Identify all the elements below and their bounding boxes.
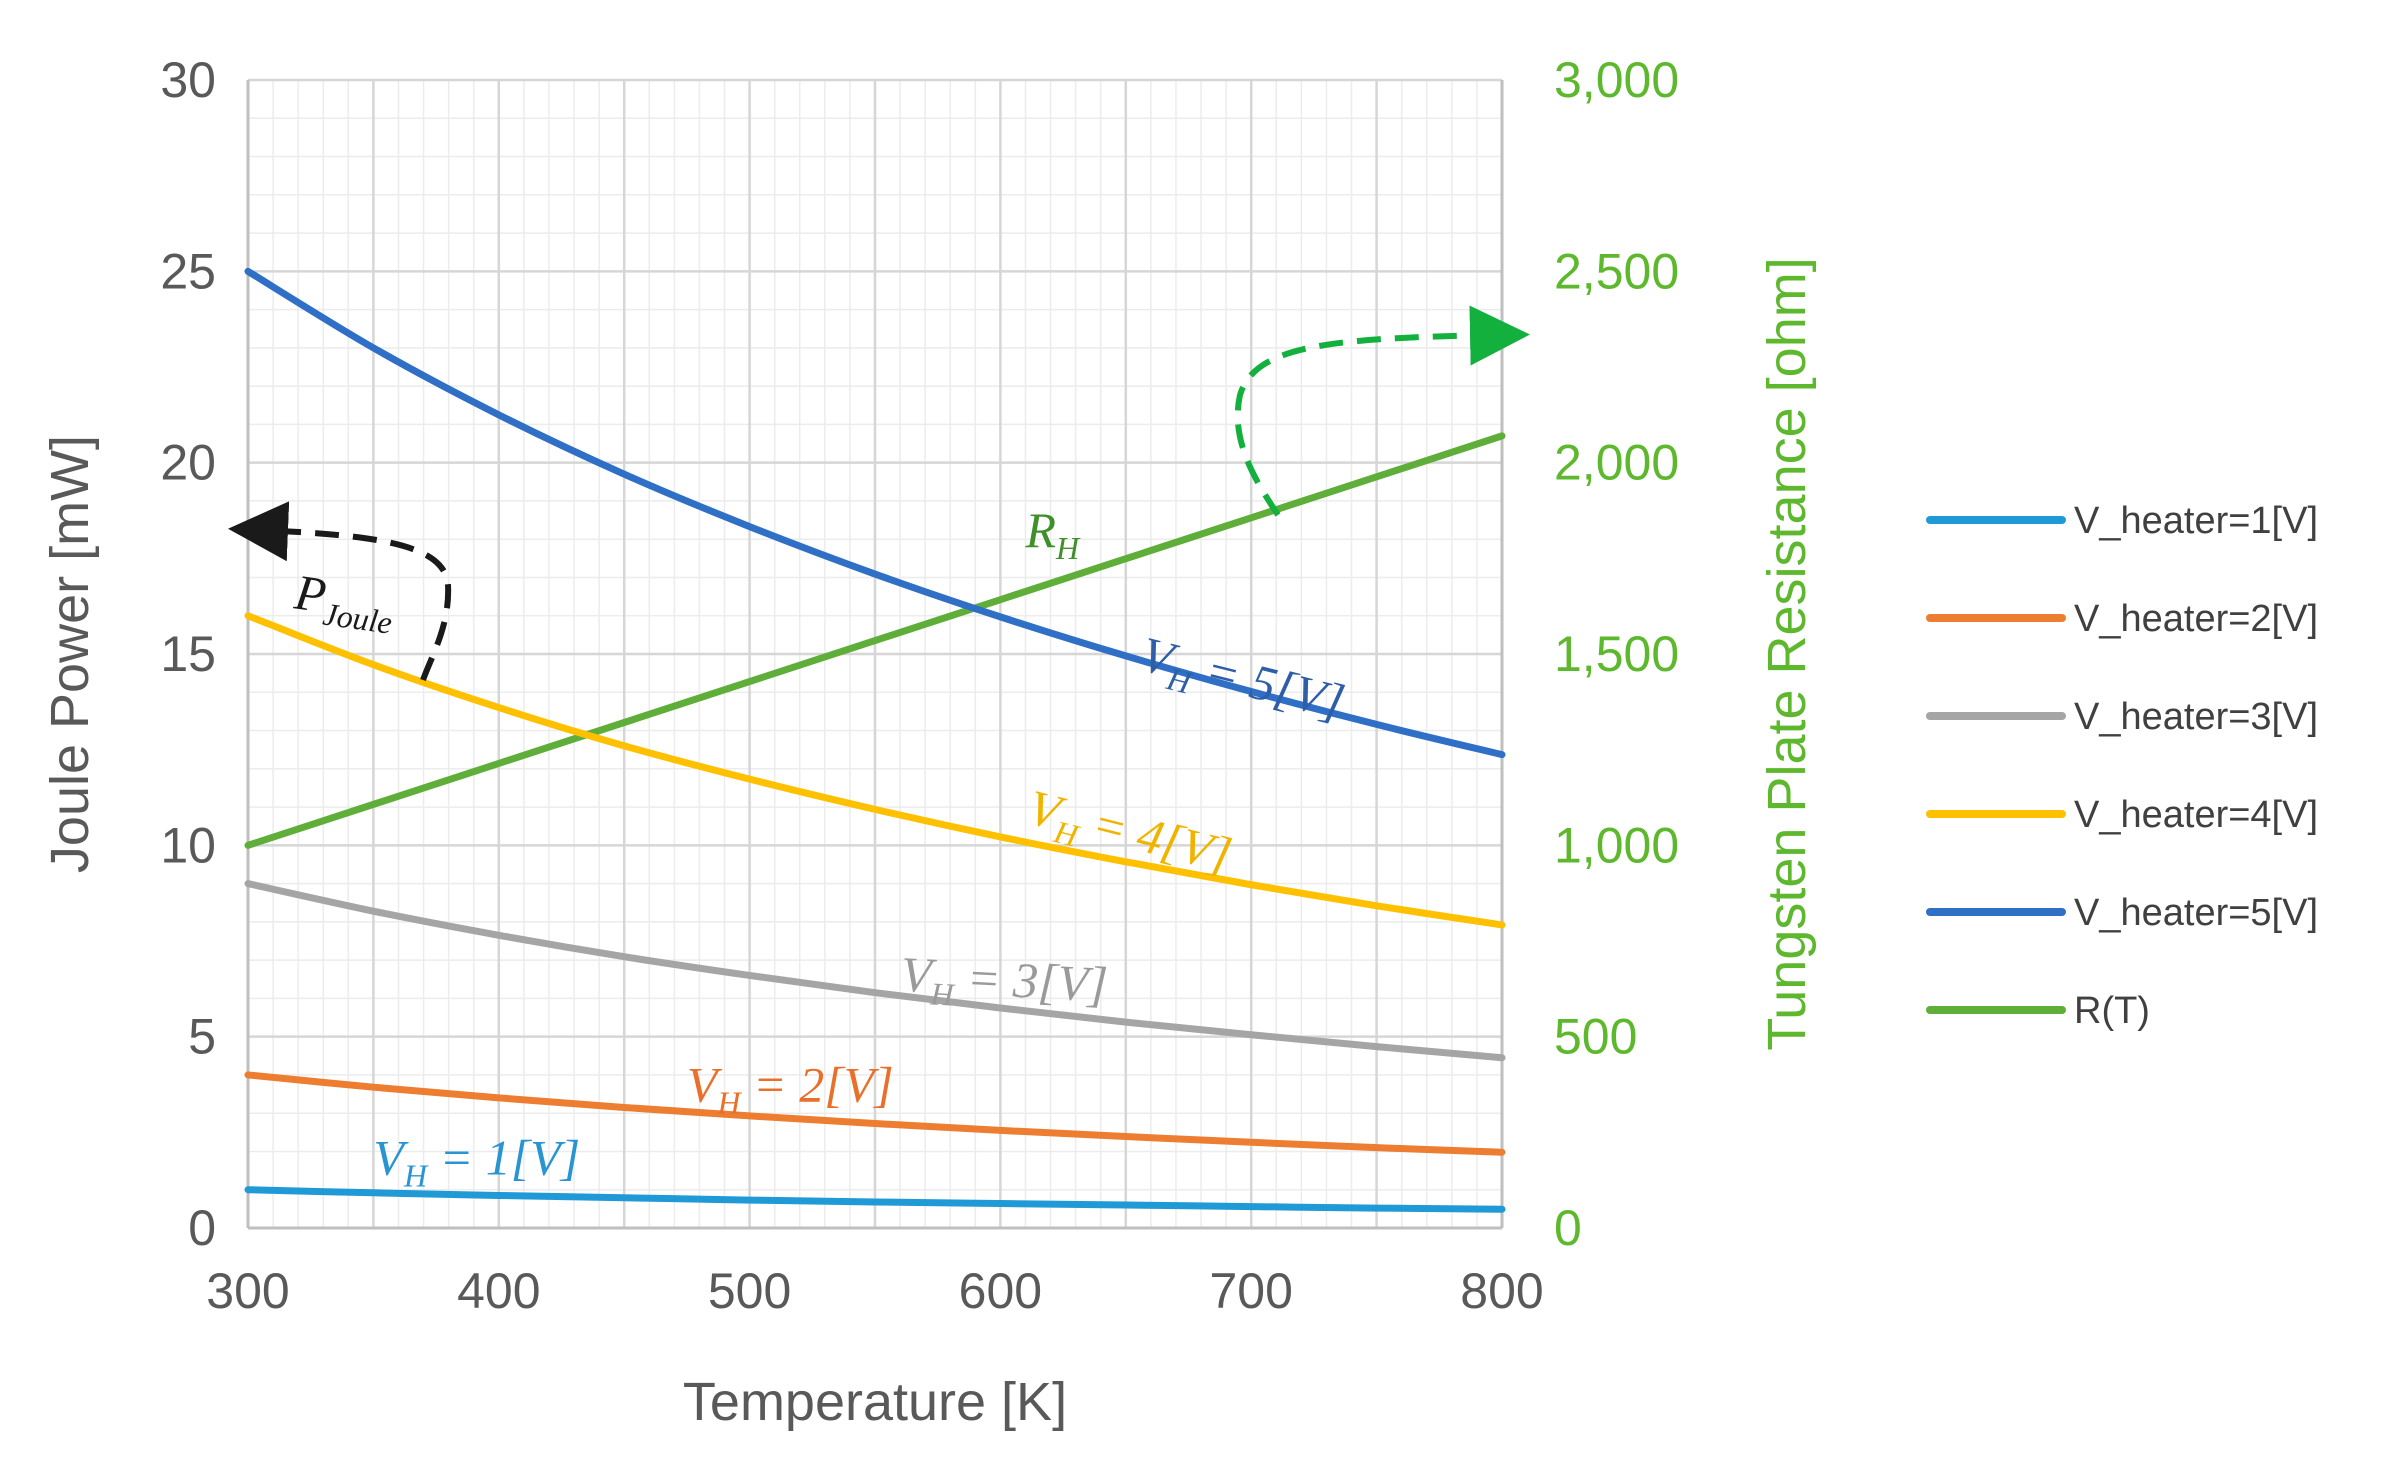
y-tick-label: 30	[160, 52, 216, 108]
legend-label: V_heater=4[V]	[2074, 794, 2318, 836]
x-tick-label: 300	[206, 1263, 289, 1319]
y-tick-label: 15	[160, 626, 216, 682]
series-line-v-heater-4-v	[244, 612, 1506, 929]
series-line-v-heater-2-v	[244, 1071, 1506, 1156]
y2-tick-label: 2,000	[1554, 435, 1679, 491]
x-tick-label: 600	[959, 1263, 1042, 1319]
x-tick-label: 700	[1209, 1263, 1292, 1319]
legend-label: V_heater=5[V]	[2074, 892, 2318, 934]
series-line-r-t	[244, 432, 1506, 849]
annotation-label: RH	[1024, 502, 1081, 566]
y-tick-label: 0	[188, 1200, 216, 1256]
y2-tick-label: 1,500	[1554, 626, 1679, 682]
x-tick-label: 800	[1460, 1263, 1543, 1319]
y2-axis-title: Tungsten Plate Resistance [ohm]	[1757, 257, 1817, 1050]
series-group	[244, 267, 1506, 1213]
y2-tick-label: 500	[1554, 1009, 1637, 1065]
x-tick-label: 500	[708, 1263, 791, 1319]
axes: 300 400 500 600 700 80005101520253005001,0001…	[40, 52, 1817, 1432]
series-line-v-heater-5-v	[244, 267, 1506, 759]
legend-label: V_heater=1[V]	[2074, 500, 2318, 542]
annotation-label: VH = 1[V]	[373, 1129, 580, 1193]
series-line-v-heater-1-v	[244, 1186, 1506, 1213]
resistance-axis-arrow	[1234, 305, 1530, 517]
x-tick-label: 400	[457, 1263, 540, 1319]
y-tick-label: 25	[160, 243, 216, 299]
y-axis-title: Joule Power [mW]	[40, 435, 100, 873]
legend: V_heater=1[V] V_heater=2[V] V_heater=3[V] V…	[1926, 500, 2318, 1032]
y2-tick-label: 3,000	[1554, 52, 1679, 108]
y-tick-label: 10	[160, 817, 216, 873]
annotation-label: VH = 4[V]	[1021, 779, 1237, 891]
y-tick-label: 20	[160, 435, 216, 491]
legend-label: V_heater=3[V]	[2074, 696, 2318, 738]
annotation-label: VH = 3[V]	[899, 946, 1109, 1021]
legend-label: R(T)	[2074, 990, 2150, 1032]
y2-tick-label: 1,000	[1554, 817, 1679, 873]
y2-tick-label: 2,500	[1554, 243, 1679, 299]
annotation-label: VH = 2[V]	[687, 1057, 894, 1121]
series-line-v-heater-3-v	[244, 880, 1506, 1062]
y2-tick-label: 0	[1554, 1200, 1582, 1256]
x-axis-title: Temperature [K]	[683, 1372, 1067, 1432]
annotation-label: VH = 5[V]	[1134, 626, 1350, 738]
legend-label: V_heater=2[V]	[2074, 598, 2318, 640]
annotation-label: PJoule	[290, 563, 399, 640]
y-tick-label: 5	[188, 1009, 216, 1065]
